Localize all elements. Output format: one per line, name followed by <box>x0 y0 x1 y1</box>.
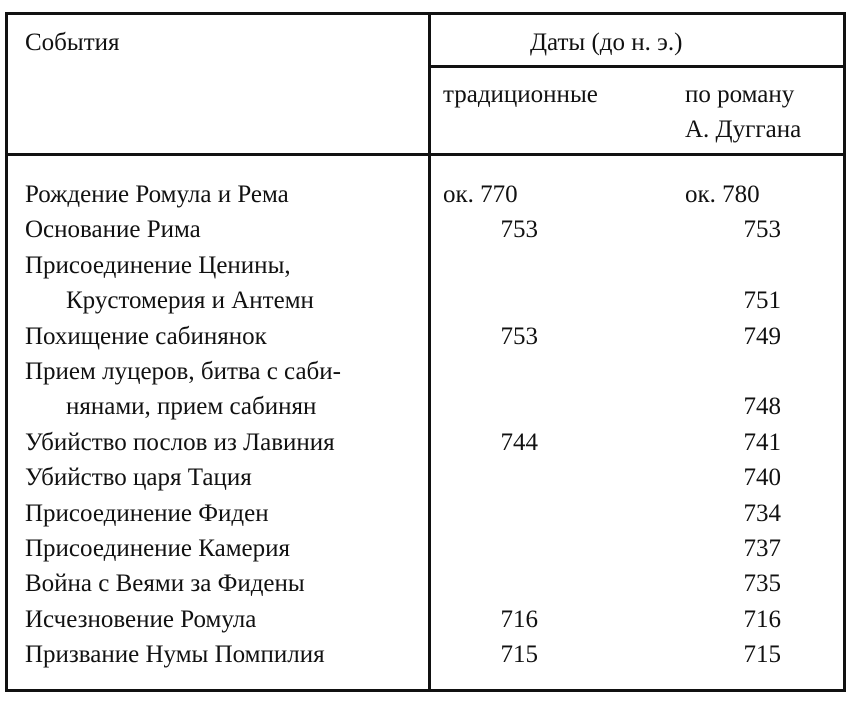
novel-date: 749 <box>743 323 782 350</box>
novel-date: 715 <box>743 641 782 668</box>
novel-date: ок. 780 <box>685 181 760 208</box>
event-name-continued: нянами, прием сабинян <box>66 393 317 420</box>
header-bottom-rule <box>8 153 843 156</box>
header-novel-line1: по роману <box>685 81 795 108</box>
event-name: Убийство царя Тация <box>25 464 252 491</box>
novel-date: 735 <box>743 570 782 597</box>
event-name-continued: Крустомерия и Антемн <box>66 287 314 314</box>
event-name: Призвание Нумы Помпилия <box>25 641 325 668</box>
novel-date: 753 <box>743 216 782 243</box>
traditional-date: 716 <box>500 606 539 633</box>
novel-date: 741 <box>743 429 782 456</box>
event-name: Присоединение Фиден <box>25 500 269 527</box>
novel-date: 751 <box>743 287 782 314</box>
event-name: Присоединение Камерия <box>25 535 291 562</box>
header-divider <box>428 65 843 68</box>
novel-date: 734 <box>743 500 782 527</box>
event-name: Рождение Ромула и Рема <box>25 181 289 208</box>
event-name: Исчезновение Ромула <box>25 606 257 633</box>
event-name: Основание Рима <box>25 216 201 243</box>
traditional-date: 744 <box>500 429 539 456</box>
event-name: Война с Веями за Фидены <box>25 570 305 597</box>
traditional-date: 715 <box>500 641 539 668</box>
novel-date: 716 <box>743 606 782 633</box>
novel-date: 748 <box>743 393 782 420</box>
novel-date: 737 <box>743 535 782 562</box>
column-divider <box>428 15 431 689</box>
header-dates: Даты (до н. э.) <box>530 29 683 56</box>
header-novel-line2: А. Дуггана <box>685 116 802 143</box>
header-traditional: традиционные <box>443 81 598 108</box>
event-name: Убийство послов из Лавиния <box>25 429 335 456</box>
header-events: События <box>25 29 120 56</box>
dates-table <box>5 12 846 692</box>
event-name: Похищение сабинянок <box>25 323 267 350</box>
novel-date: 740 <box>743 464 782 491</box>
event-name: Присоединение Ценины, <box>25 252 291 279</box>
traditional-date: 753 <box>500 216 539 243</box>
traditional-date: 753 <box>500 323 539 350</box>
traditional-date: ок. 770 <box>443 181 518 208</box>
event-name: Прием луцеров, битва с саби- <box>25 358 341 385</box>
